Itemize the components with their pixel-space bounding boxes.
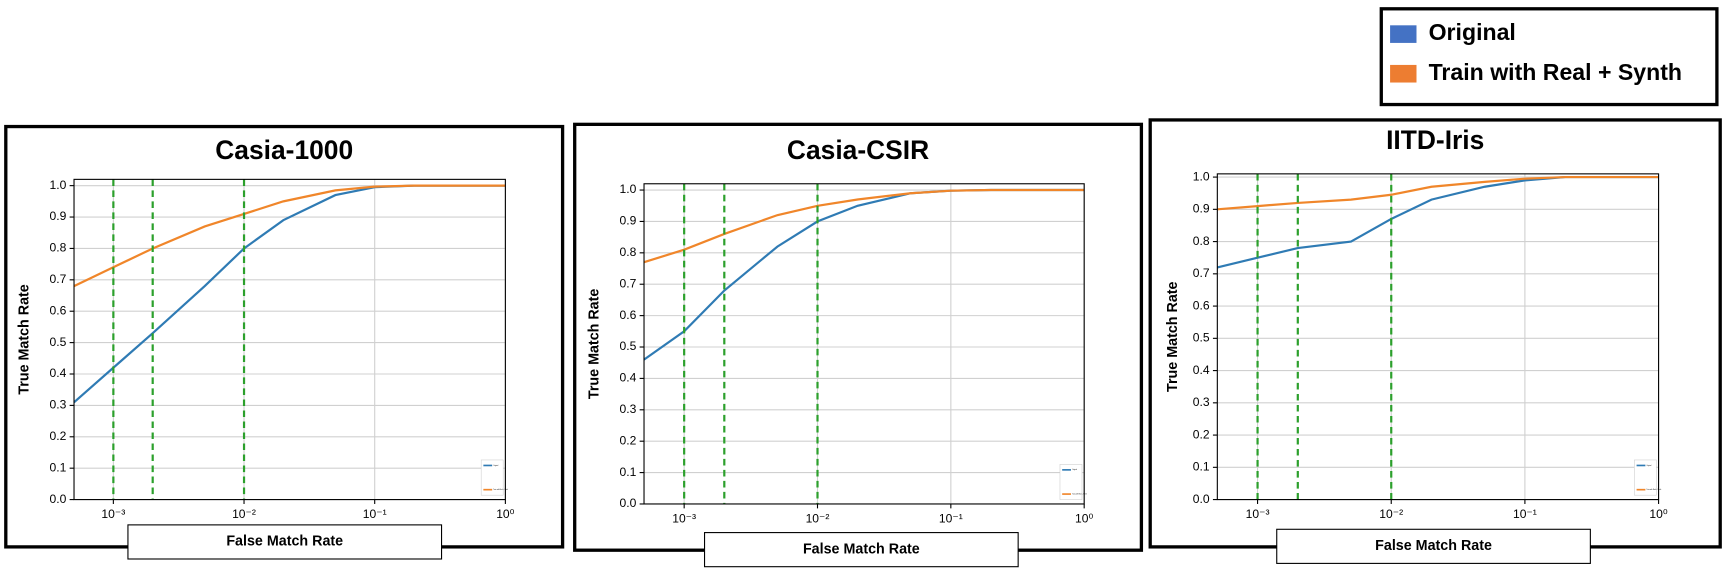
x-tick-label: 10⁻³ [1246, 507, 1270, 521]
legend-label: Original [1429, 19, 1516, 45]
mini-legend-label: Original [1072, 469, 1078, 471]
series-line [1217, 175, 1659, 211]
series-line [73, 184, 506, 288]
y-tick-label: 0.9 [50, 209, 67, 223]
plot-border [1216, 173, 1660, 501]
mini-legend [1059, 464, 1083, 500]
y-axis-label: True Match Rate [586, 289, 602, 399]
x-tick-label: 10⁻² [1379, 507, 1403, 521]
y-tick-label: 0.7 [50, 272, 67, 286]
y-tick-label: 0.6 [50, 303, 67, 317]
y-tick-label: 0.7 [620, 276, 637, 290]
plot-area [644, 183, 1085, 504]
y-axis-label: True Match Rate [1165, 281, 1181, 391]
mini-legend-label: Original [493, 465, 499, 467]
y-tick-label: 0.1 [50, 460, 67, 474]
legend-swatch [1390, 64, 1417, 83]
x-tick-label: 10⁻¹ [1513, 507, 1537, 521]
x-label-box [127, 524, 443, 560]
y-tick-label: 0.3 [50, 398, 67, 412]
x-axis-label: False Match Rate [226, 534, 343, 550]
x-tick-label: 10⁻³ [672, 512, 696, 526]
x-axis-label: False Match Rate [803, 541, 920, 557]
mini-legend [1634, 459, 1657, 496]
y-tick-label: 1.0 [1193, 169, 1210, 183]
y-tick-label: 0.2 [50, 429, 67, 443]
y-tick-label: 0.9 [1193, 202, 1210, 216]
x-tick-label: 10⁻² [232, 507, 256, 521]
legend-label: Train with Real + Synth [1429, 59, 1682, 85]
y-tick-label: 0.5 [620, 339, 637, 353]
y-tick-label: 0.3 [1193, 395, 1210, 409]
y-tick-label: 0.0 [620, 496, 637, 510]
y-tick-label: 0.4 [1193, 363, 1210, 377]
y-tick-label: 0.2 [620, 433, 637, 447]
y-tick-label: 0.7 [1193, 266, 1210, 280]
chart-title: Casia-CSIR [787, 135, 929, 165]
chart-title: IITD-Iris [1386, 125, 1484, 155]
x-tick-label: 10⁻¹ [363, 507, 387, 521]
x-label-box [703, 532, 1019, 568]
x-tick-label: 10⁻¹ [939, 512, 963, 526]
mini-legend [480, 459, 504, 496]
y-tick-label: 0.5 [50, 335, 67, 349]
y-tick-label: 0.4 [50, 366, 67, 380]
mini-legend-label: Train with Real + Synth [1646, 488, 1661, 491]
plot-border [73, 178, 506, 501]
y-tick-label: 0.8 [1193, 234, 1210, 248]
y-tick-label: 0.0 [50, 492, 67, 506]
chart-title: Casia-1000 [215, 135, 353, 165]
y-tick-label: 0.6 [620, 308, 637, 322]
y-tick-label: 0.1 [620, 465, 637, 479]
series-line [643, 188, 1085, 264]
x-label-box [1276, 528, 1591, 564]
y-tick-label: 0.9 [620, 214, 637, 228]
y-tick-label: 1.0 [50, 178, 67, 192]
x-tick-label: 10⁻² [806, 512, 830, 526]
mini-legend-label: Train with Real + Synth [493, 488, 508, 491]
x-tick-label: 10⁰ [1649, 507, 1667, 521]
y-tick-label: 0.6 [1193, 298, 1210, 312]
x-tick-label: 10⁻³ [101, 507, 125, 521]
legend-box [1379, 7, 1719, 107]
y-tick-label: 0.5 [1193, 331, 1210, 345]
y-tick-label: 0.3 [620, 402, 637, 416]
y-tick-label: 0.8 [50, 241, 67, 255]
y-tick-label: 1.0 [620, 182, 637, 196]
x-tick-label: 10⁰ [1075, 512, 1093, 526]
plot-area [1217, 173, 1659, 500]
y-tick-label: 0.2 [1193, 427, 1210, 441]
y-tick-label: 0.1 [1193, 460, 1210, 474]
y-tick-label: 0.4 [620, 371, 637, 385]
y-tick-label: 0.8 [620, 245, 637, 259]
y-tick-label: 0.0 [1193, 492, 1210, 506]
plot-area [74, 179, 506, 500]
mini-legend-label: Train with Real + Synth [1072, 492, 1087, 495]
plot-border [643, 183, 1085, 505]
mini-legend-label: Original [1646, 465, 1652, 467]
x-axis-label: False Match Rate [1375, 538, 1492, 554]
y-axis-label: True Match Rate [16, 284, 32, 394]
x-tick-label: 10⁰ [496, 507, 514, 521]
legend-swatch [1390, 25, 1417, 43]
